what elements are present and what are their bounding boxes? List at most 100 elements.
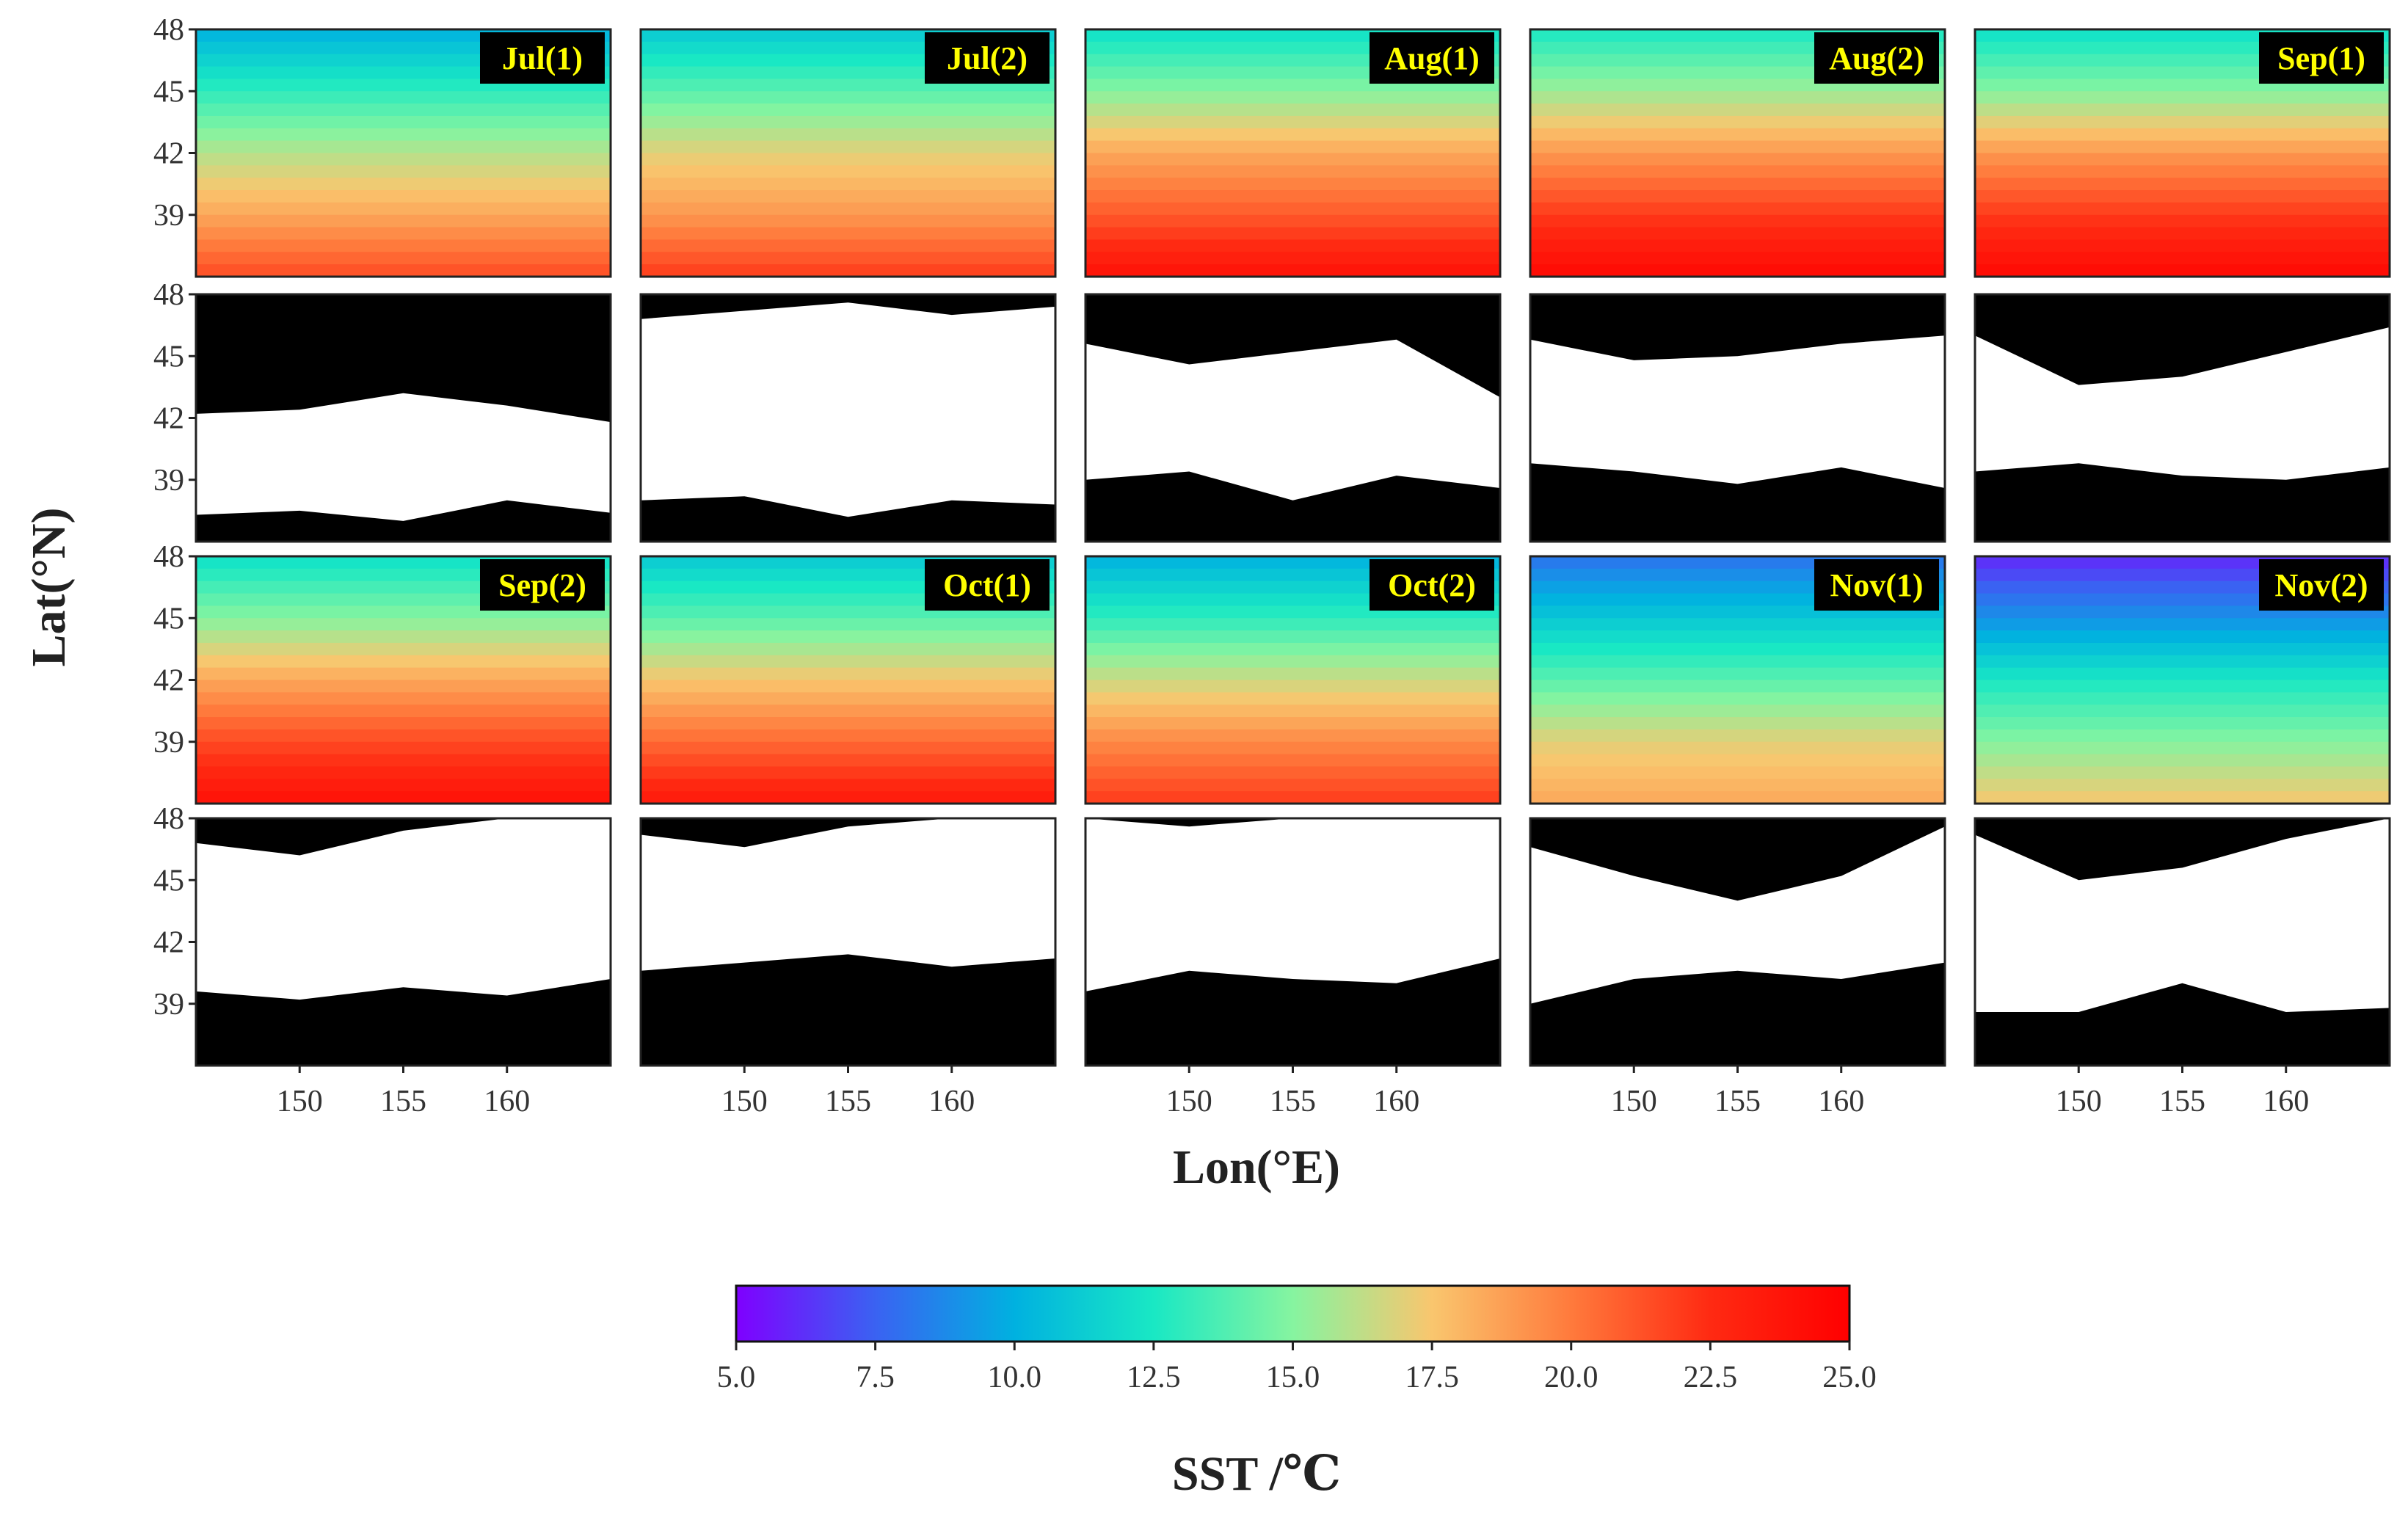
sst-band xyxy=(1530,766,1945,780)
sst-band xyxy=(641,264,1055,277)
sst-band xyxy=(1085,729,1500,743)
sst-band xyxy=(196,642,611,656)
sst-band xyxy=(641,153,1055,167)
x-tick-label: 160 xyxy=(484,1085,530,1118)
sst-band xyxy=(641,680,1055,694)
sst-band xyxy=(1975,766,2390,780)
sst-band xyxy=(1085,91,1500,105)
panel-label: Aug(1) xyxy=(1384,40,1480,76)
panel-frame xyxy=(639,28,1057,278)
panel-frame xyxy=(1974,293,2391,543)
sst-band xyxy=(196,239,611,253)
x-tick-labels: 150 155 160 150 155 160 150 155 160 150 155 160 150 1… xyxy=(277,1066,2309,1118)
y-tick-label: 39 xyxy=(153,988,184,1022)
panel-body xyxy=(1975,818,2390,1066)
sst-band xyxy=(1975,252,2390,266)
sst-band xyxy=(1975,779,2390,793)
sst-panel: Aug(1) xyxy=(1084,28,1502,278)
sst-band xyxy=(641,214,1055,228)
mask-panel xyxy=(194,293,612,543)
sst-band xyxy=(1975,178,2390,192)
mask-region xyxy=(641,302,1055,517)
sst-band xyxy=(196,103,611,117)
sst-band xyxy=(1530,680,1945,694)
sst-band xyxy=(1975,103,2390,117)
sst-band xyxy=(196,128,611,142)
sst-panel: Jul(1) xyxy=(194,28,612,278)
sst-band xyxy=(196,140,611,154)
sst-band xyxy=(196,791,611,804)
sst-band xyxy=(1975,618,2390,632)
panel-frame xyxy=(639,555,1057,805)
mask-panel xyxy=(1084,293,1502,543)
panel-body xyxy=(1530,294,1945,542)
x-tick-label: 150 xyxy=(277,1085,323,1118)
mask-panel xyxy=(1974,817,2391,1067)
panel-body xyxy=(1085,29,1500,277)
sst-band xyxy=(196,741,611,755)
mask-region xyxy=(1975,327,2390,480)
x-tick-label: 160 xyxy=(928,1085,975,1118)
sst-band xyxy=(196,252,611,266)
sst-band xyxy=(196,779,611,793)
panel-label: Nov(1) xyxy=(1830,567,1923,603)
sst-band xyxy=(1085,214,1500,228)
x-tick-label: 150 xyxy=(1611,1085,1657,1118)
mask-panel xyxy=(639,817,1057,1067)
x-tick-label: 150 xyxy=(1166,1085,1212,1118)
sst-band xyxy=(1530,140,1945,154)
sst-band xyxy=(1530,214,1945,228)
x-tick-label: 160 xyxy=(1373,1085,1419,1118)
sst-band xyxy=(1085,791,1500,804)
sst-band xyxy=(641,630,1055,644)
y-tick-labels: 48 45 42 39 48 45 42 39 48 45 42 39 48 45 42 39 xyxy=(153,13,196,1022)
sst-band xyxy=(1975,153,2390,167)
colorbar-tick-label: 10.0 xyxy=(988,1361,1042,1394)
sst-band xyxy=(1085,630,1500,644)
sst-band xyxy=(196,680,611,694)
y-tick-label: 39 xyxy=(153,726,184,760)
sst-panel: Aug(2) xyxy=(1529,28,1946,278)
y-tick-label: 42 xyxy=(153,137,184,171)
sst-band xyxy=(1530,91,1945,105)
sst-band xyxy=(1530,692,1945,706)
sst-band xyxy=(1530,103,1945,117)
sst-band xyxy=(196,227,611,241)
sst-band xyxy=(1085,705,1500,718)
sst-band xyxy=(1530,618,1945,632)
sst-band xyxy=(1975,239,2390,253)
sst-band xyxy=(641,178,1055,192)
panel-label-box xyxy=(925,32,1050,84)
sst-band xyxy=(1085,692,1500,706)
sst-band xyxy=(1085,680,1500,694)
sst-band xyxy=(1085,227,1500,241)
sst-band xyxy=(1085,741,1500,755)
sst-band xyxy=(1085,252,1500,266)
colorbar xyxy=(735,1284,1851,1343)
sst-panel: Oct(2) xyxy=(1084,555,1502,805)
x-tick-label: 155 xyxy=(2159,1085,2205,1118)
sst-band xyxy=(1530,115,1945,129)
sst-band xyxy=(641,791,1055,804)
panel-label-box xyxy=(925,559,1050,611)
sst-band xyxy=(1975,705,2390,718)
panel-body xyxy=(196,29,611,277)
x-tick-label: 155 xyxy=(1714,1085,1761,1118)
sst-band xyxy=(196,692,611,706)
sst-band xyxy=(641,729,1055,743)
panel-body xyxy=(1085,294,1500,542)
sst-band xyxy=(196,754,611,768)
sst-panel: Nov(2) xyxy=(1974,555,2391,805)
sst-band xyxy=(1085,717,1500,730)
sst-band xyxy=(1975,655,2390,669)
sst-band xyxy=(196,717,611,730)
sst-band xyxy=(1975,741,2390,755)
panel-label-box xyxy=(1814,559,1939,611)
sst-band xyxy=(1085,766,1500,780)
mask-panel xyxy=(1529,817,1946,1067)
mask-panel xyxy=(1974,293,2391,543)
sst-band xyxy=(196,729,611,743)
colorbar-tick-label: 25.0 xyxy=(1822,1361,1877,1394)
mask-region xyxy=(641,818,1055,971)
